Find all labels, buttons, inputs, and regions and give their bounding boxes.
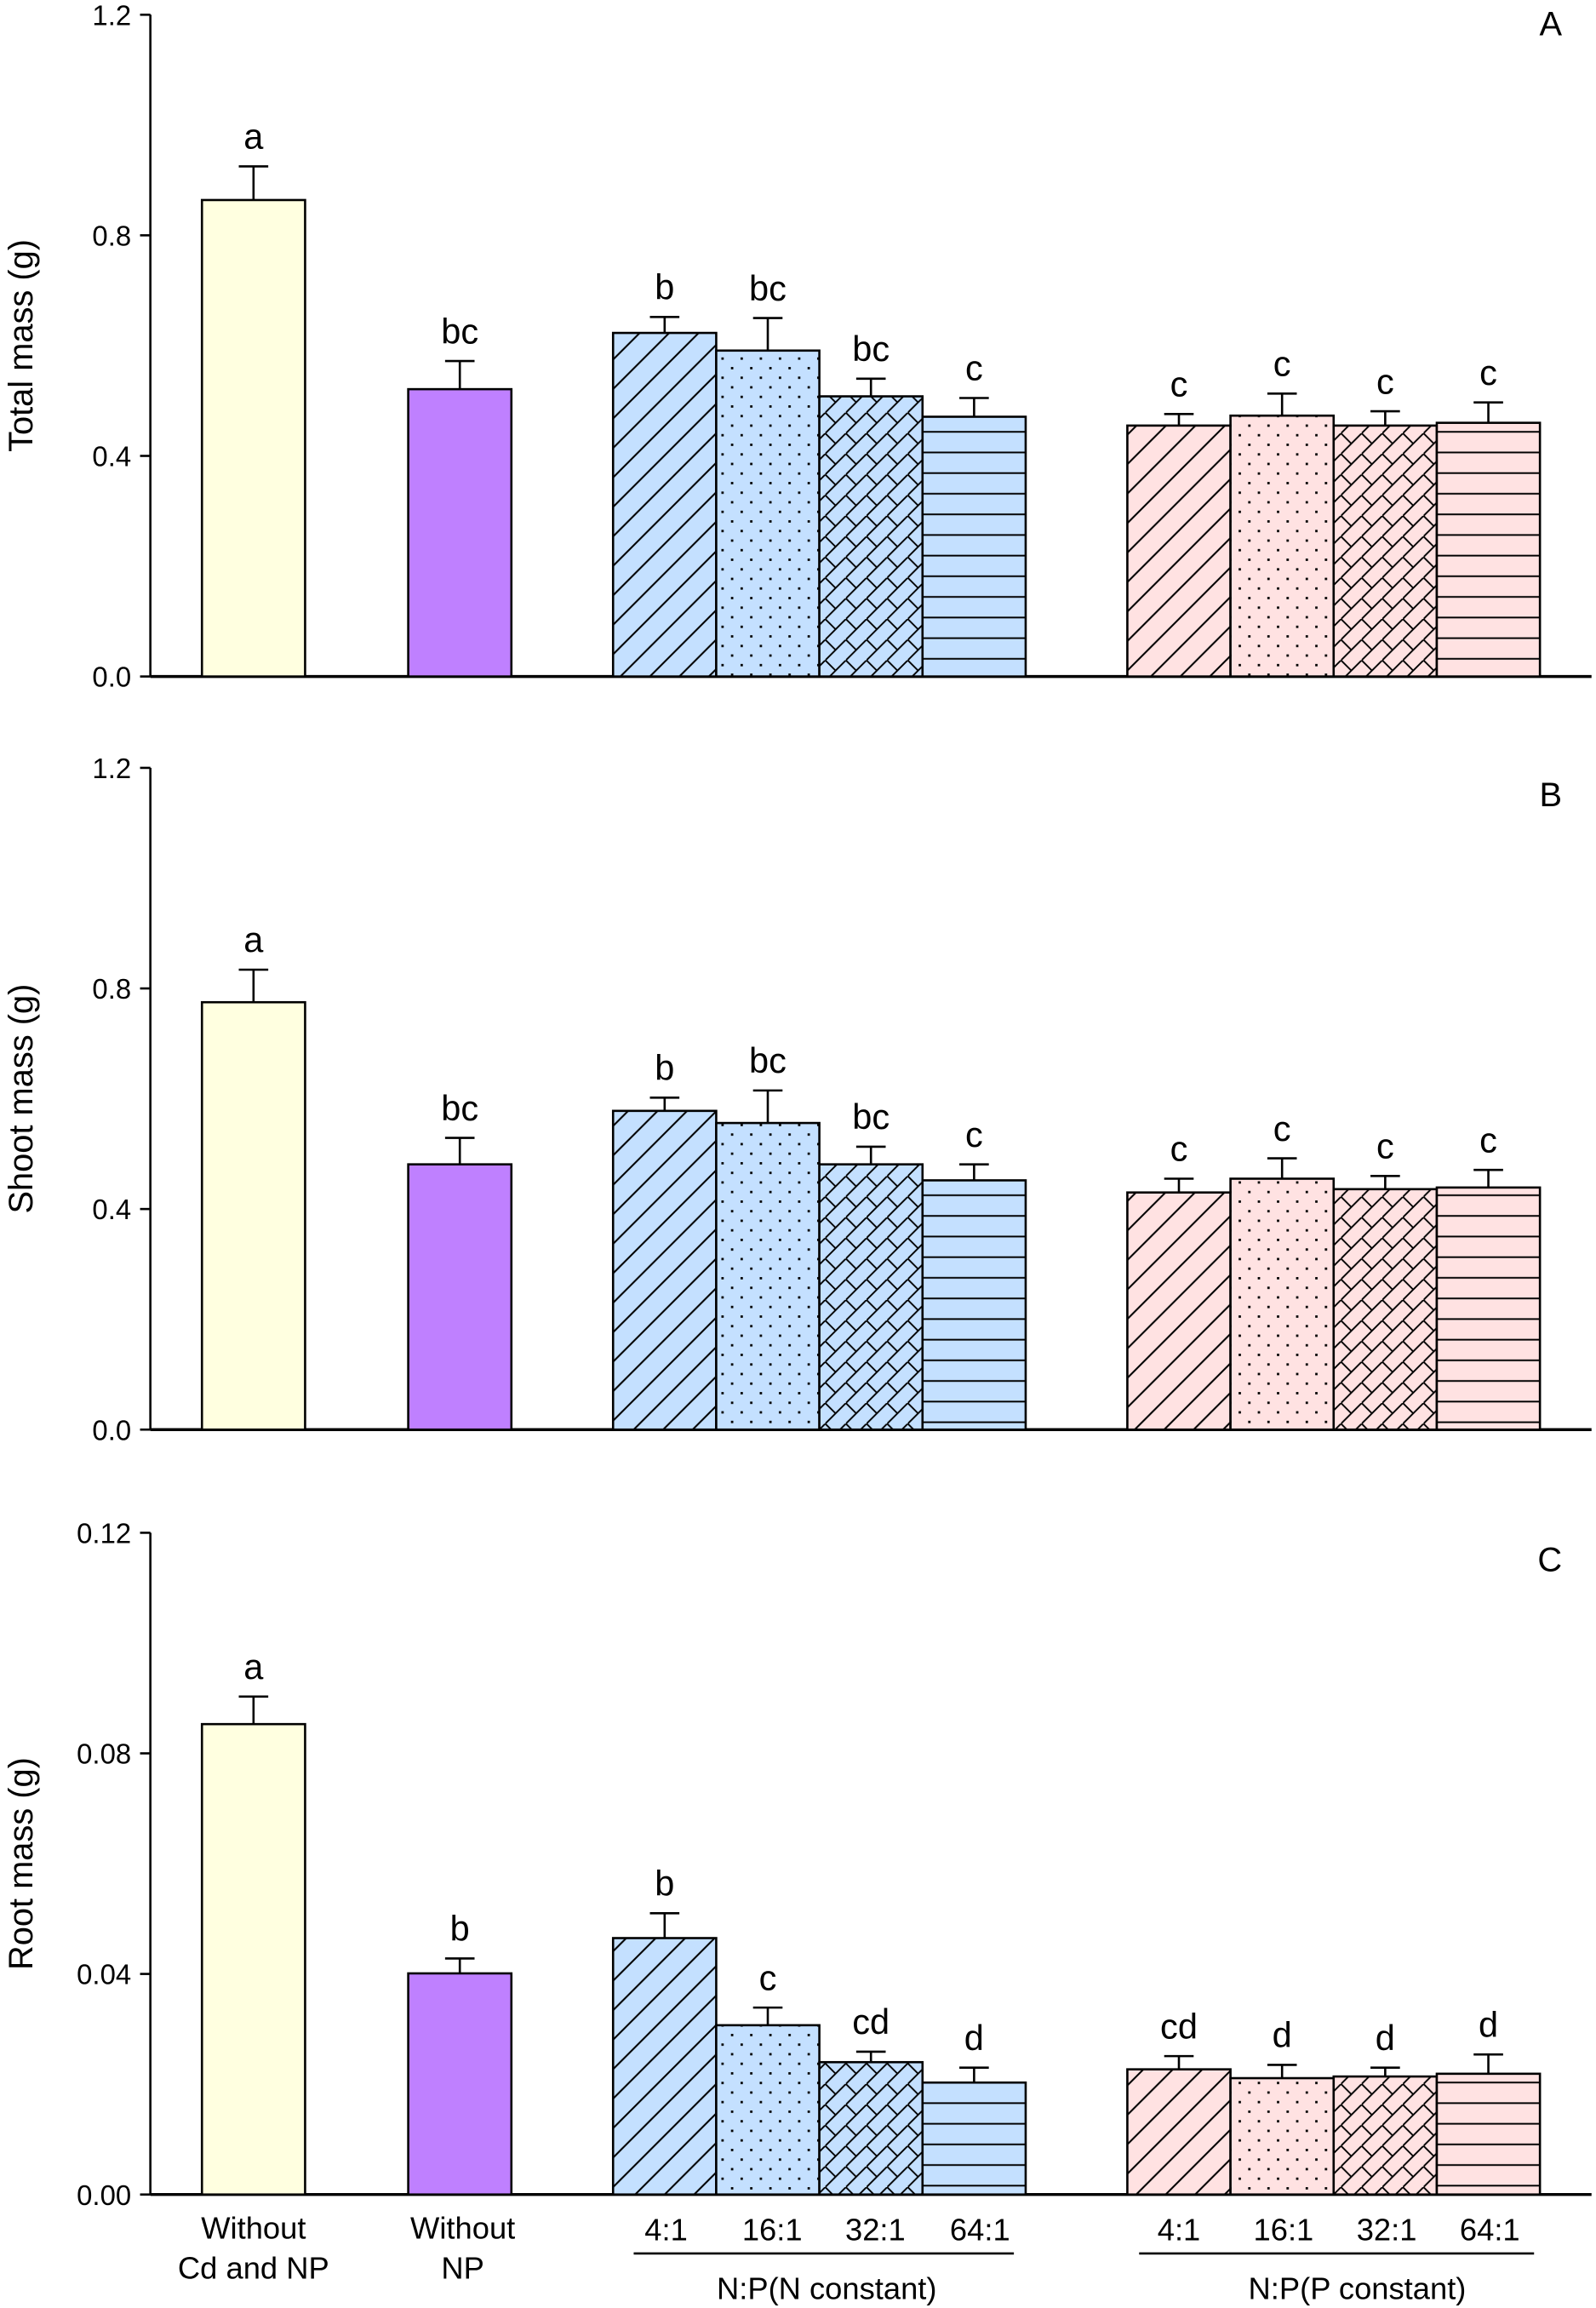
bar	[1435, 1186, 1542, 1431]
bar	[818, 395, 924, 678]
significance-letter: c	[1273, 344, 1291, 384]
bar	[1435, 421, 1542, 678]
bar	[1435, 2072, 1542, 2196]
panel-label: C	[1537, 1541, 1562, 1578]
significance-letter: c	[1479, 1120, 1497, 1160]
y-tick-label: 0.8	[92, 220, 131, 252]
y-axis-label: Root mass (g)	[3, 1757, 40, 1970]
y-tick-label: 0.04	[77, 1959, 131, 1990]
y-tick-label: 0.0	[92, 661, 131, 693]
bar	[715, 2024, 821, 2196]
significance-letter: c	[1273, 1108, 1291, 1148]
bar	[1332, 1188, 1439, 1431]
bar	[200, 1000, 306, 1431]
significance-letter: c	[965, 348, 983, 388]
significance-letter: b	[655, 1048, 674, 1088]
x-axis-labels: Without Cd and NP Without NP 4:1 16:1 32…	[178, 2211, 1535, 2306]
significance-letter: b	[450, 1909, 470, 1949]
x-label-p-32-1: 32:1	[1357, 2212, 1417, 2247]
bar	[1229, 1177, 1336, 1431]
significance-letter: bc	[441, 311, 478, 351]
x-label-without-cd-np-2: Cd and NP	[178, 2250, 329, 2285]
significance-letter: d	[1479, 2004, 1498, 2044]
bar	[715, 1121, 821, 1431]
x-label-n-4-1: 4:1	[644, 2212, 688, 2247]
significance-letter: c	[1376, 361, 1394, 401]
y-tick-label: 0.8	[92, 973, 131, 1005]
panel-label: B	[1540, 776, 1563, 814]
bar	[715, 349, 821, 678]
bar	[200, 1722, 306, 2196]
significance-letter: c	[1170, 364, 1188, 404]
significance-letter: a	[243, 117, 264, 157]
significance-letter: c	[1479, 352, 1497, 392]
significance-letter: b	[655, 1864, 674, 1904]
group-label-n-constant: N:P(N constant)	[717, 2271, 937, 2306]
panel-label: A	[1540, 6, 1563, 43]
x-label-p-64-1: 64:1	[1460, 2212, 1520, 2247]
significance-letter: a	[243, 1647, 264, 1687]
bar	[921, 1179, 1027, 1431]
bar	[921, 415, 1027, 678]
y-tick-label: 0.4	[92, 1194, 131, 1225]
bar	[921, 2081, 1027, 2196]
x-label-without-np-1: Without	[410, 2211, 515, 2246]
significance-letter: c	[965, 1114, 983, 1154]
significance-letter: d	[1376, 2018, 1395, 2058]
bar	[611, 331, 718, 678]
group-label-p-constant: N:P(P constant)	[1249, 2271, 1467, 2306]
y-axis-label: Shoot mass (g)	[3, 984, 40, 1214]
bar	[407, 1163, 513, 1431]
x-label-p-4-1: 4:1	[1158, 2212, 1201, 2247]
significance-letter: bc	[441, 1088, 478, 1128]
bar	[1126, 2068, 1232, 2196]
panel-a: 0.0 0.4 0.8 1.2 Total mass (g) Aa bc b bc bc c c c c c	[3, 0, 1592, 693]
y-tick-label: 0.0	[92, 1414, 131, 1446]
significance-letter: bc	[749, 268, 787, 308]
y-tick-label: 0.12	[77, 1518, 131, 1549]
bar	[818, 2060, 924, 2196]
significance-letter: c	[759, 1957, 777, 1997]
significance-letter: c	[1170, 1129, 1188, 1169]
bar	[407, 1972, 513, 2196]
bar	[818, 1163, 924, 1431]
x-label-n-16-1: 16:1	[742, 2212, 803, 2247]
significance-letter: d	[964, 2018, 984, 2058]
bar	[200, 198, 306, 678]
y-tick-label: 0.4	[92, 441, 131, 472]
bar	[611, 1109, 718, 1431]
y-axis-label: Total mass (g)	[3, 239, 40, 452]
significance-letter: cd	[1160, 2006, 1198, 2046]
bar	[1229, 2076, 1336, 2196]
significance-letter: c	[1376, 1125, 1394, 1165]
bar	[407, 387, 513, 678]
significance-letter: d	[1273, 2015, 1292, 2055]
significance-letter: a	[243, 919, 264, 959]
bar	[1126, 1191, 1232, 1431]
bar	[1332, 424, 1439, 678]
significance-letter: bc	[749, 1040, 787, 1080]
bar	[1229, 414, 1336, 678]
y-tick-label: 1.2	[92, 0, 131, 31]
x-label-n-32-1: 32:1	[845, 2212, 906, 2247]
y-tick-label: 0.00	[77, 2179, 131, 2211]
bar	[1126, 424, 1232, 678]
x-label-without-np-2: NP	[441, 2250, 483, 2285]
x-label-n-64-1: 64:1	[950, 2212, 1010, 2247]
y-tick-label: 1.2	[92, 753, 131, 784]
panel-c: 0.00 0.04 0.08 0.12 Root mass (g) Ca b b c cd d cd d…	[3, 1518, 1592, 2211]
significance-letter: cd	[852, 2002, 890, 2042]
x-label-p-16-1: 16:1	[1254, 2212, 1314, 2247]
y-tick-label: 0.08	[77, 1738, 131, 1770]
bar	[611, 1937, 718, 2196]
significance-letter: b	[655, 267, 674, 307]
significance-letter: bc	[852, 329, 890, 369]
significance-letter: bc	[852, 1097, 890, 1137]
bar	[1332, 2075, 1439, 2196]
x-label-without-cd-np-1: Without	[201, 2211, 306, 2246]
panel-b: 0.0 0.4 0.8 1.2 Shoot mass (g) Ba bc b bc bc c c c c c	[3, 753, 1592, 1446]
